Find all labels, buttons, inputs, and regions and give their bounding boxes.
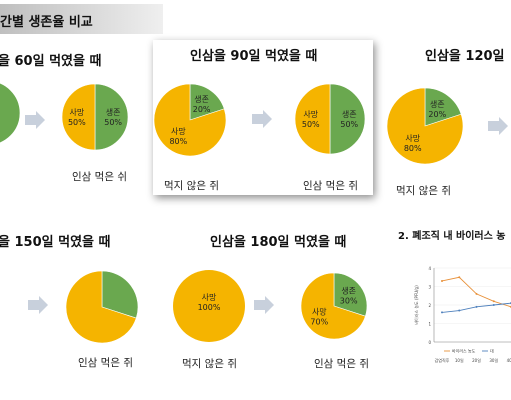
pie-value-death: 50%: [68, 118, 86, 127]
virus-point: [441, 311, 443, 314]
virus-y-tick: 4: [428, 266, 431, 271]
pie-label-death: 사망: [312, 307, 327, 317]
pie-slice-death: [294, 83, 331, 155]
arrow-2: [488, 117, 508, 135]
pie-value-survive: 50%: [340, 120, 358, 129]
caption-60-ginseng: 인삼 먹은 쉬: [72, 171, 127, 183]
pie-slice-survive: [333, 272, 368, 317]
virus-x-tick: 감염직후: [435, 357, 450, 363]
section-banner: [0, 4, 163, 34]
virus-y-label: 바이러스 농도 (PFU/g): [413, 285, 419, 325]
virus-y-tick: 2: [428, 303, 431, 308]
pie-slice-survive: [94, 83, 129, 151]
virus-line-chart: 0 1 2 3 4 바이러스 농도 (PFU/g) 감염직후 10일 20일 30일 40일 바이러스…: [412, 260, 511, 365]
pie-slice-death: [65, 270, 137, 344]
pie-label-survive: 생존: [194, 94, 209, 104]
pie-slice-survive: [101, 270, 139, 319]
virus-chart-bg: [412, 260, 511, 365]
virus-point: [458, 309, 461, 312]
virus-x-tick: 30일: [489, 357, 498, 363]
pie-value-survive: 20%: [428, 110, 446, 119]
virus-point: [441, 279, 443, 282]
pie-chart-0: [0, 83, 21, 143]
pie-label-survive: 생존: [106, 107, 121, 117]
pie-value-death: 70%: [310, 318, 328, 327]
virus-point: [492, 300, 495, 303]
virus-y-tick: 0: [428, 340, 431, 345]
pie-label-death: 사망: [405, 133, 420, 143]
virus-y-tick: 3: [428, 285, 431, 290]
pie-value-death: 50%: [302, 120, 320, 129]
virus-x-tick: 20일: [472, 357, 481, 363]
pie-slice-survive: [189, 83, 225, 121]
virus-legend-label: 바이러스 농도: [452, 348, 476, 354]
virus-x-tick: 10일: [455, 357, 464, 363]
pie-label-death: 사망: [69, 107, 84, 117]
arrow-1: [252, 110, 272, 128]
pie-label-survive: 생존: [341, 285, 356, 295]
virus-point: [475, 305, 478, 308]
virus-y-tick: 1: [428, 322, 431, 327]
virus-legend-label: 대: [490, 348, 494, 354]
virus-point: [475, 292, 478, 295]
heading-180-days: 인삼을 180일 먹였을 때: [210, 235, 347, 250]
pie-value-survive: 30%: [340, 296, 358, 305]
caption-180-control: 먹지 않은 쥐: [182, 358, 237, 370]
arrow-4: [254, 296, 274, 314]
pie-slice-death: [300, 272, 366, 340]
heading-90-days-overlay: 인삼을 90일 먹였을 때: [190, 49, 318, 64]
caption-150-ginseng: 인삼 먹은 쥐: [78, 357, 133, 369]
pie-slice-survive: [329, 83, 366, 155]
arrow-0: [25, 111, 45, 129]
pie-slice-survive: [0, 83, 21, 143]
pie-label-death: 사망: [303, 109, 318, 119]
pie-value-survive: 50%: [104, 118, 122, 127]
caption-90-control: 먹지 않은 쥐: [164, 180, 219, 192]
pie-label-survive: 생존: [430, 99, 445, 109]
pie-label-death: 사망: [202, 292, 217, 302]
heading-60-days: 을 60일 먹였을 때: [0, 54, 102, 69]
virus-point: [492, 304, 495, 306]
pie-slice-death: [153, 83, 227, 157]
pie-chart-5: [65, 270, 139, 344]
virus-point: [458, 276, 461, 279]
heading-150-days: 을 150일 먹였을 때: [0, 235, 111, 250]
heading-120-days: 인삼을 120일: [425, 49, 505, 64]
section-title: 간별 생존율 비교: [0, 15, 93, 30]
pie-slice-death: [386, 87, 464, 165]
pie-value-survive: 20%: [193, 105, 211, 114]
pie-value-death: 80%: [404, 144, 422, 153]
pie-label-survive: 생존: [342, 109, 357, 119]
pie-slice-death: [173, 270, 245, 342]
pie-value-death: 100%: [198, 303, 221, 312]
pie-label-death: 사망: [171, 126, 186, 136]
arrow-3: [28, 296, 48, 314]
pie-slice-survive: [424, 87, 462, 127]
caption-180-ginseng: 인삼 먹은 쥐: [314, 358, 369, 370]
caption-90-ginseng: 인삼 먹은 쥐: [303, 180, 358, 192]
virus-chart-title: 2. 폐조직 내 바이러스 농: [398, 231, 506, 242]
caption-120-control: 먹지 않은 쥐: [396, 185, 451, 197]
virus-x-tick: 40일: [507, 357, 511, 363]
pie-slice-death: [61, 83, 96, 151]
pie-value-death: 80%: [169, 137, 187, 146]
